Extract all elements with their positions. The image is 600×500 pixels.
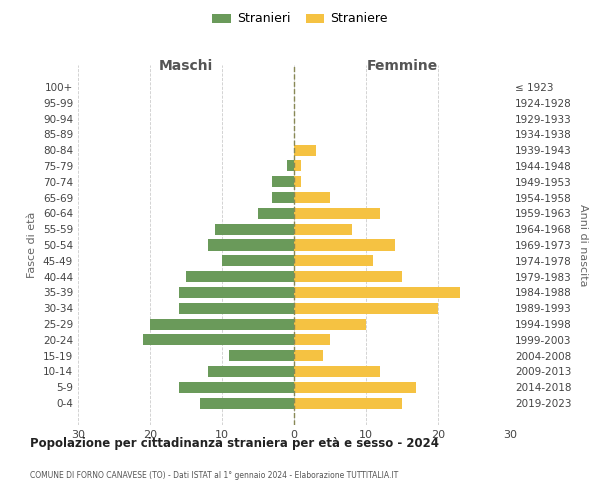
Bar [294,240,395,250]
Bar [179,287,294,298]
Y-axis label: Anni di nascita: Anni di nascita [578,204,588,286]
Bar [208,366,294,377]
Bar [294,366,380,377]
Bar [179,382,294,393]
Bar [294,271,402,282]
Bar [179,302,294,314]
Bar [294,208,380,219]
Bar [208,240,294,250]
Text: Femmine: Femmine [367,58,437,72]
Text: Popolazione per cittadinanza straniera per età e sesso - 2024: Popolazione per cittadinanza straniera p… [30,437,439,450]
Bar [294,224,352,234]
Bar [294,334,330,345]
Bar [200,398,294,408]
Bar [294,398,402,408]
Bar [222,256,294,266]
Bar [186,271,294,282]
Bar [294,382,416,393]
Bar [294,144,316,156]
Bar [294,160,301,172]
Bar [272,192,294,203]
Bar [294,256,373,266]
Bar [287,160,294,172]
Bar [294,302,438,314]
Bar [294,192,330,203]
Bar [150,318,294,330]
Bar [294,176,301,188]
Bar [143,334,294,345]
Bar [258,208,294,219]
Bar [294,350,323,361]
Text: Maschi: Maschi [159,58,213,72]
Legend: Stranieri, Straniere: Stranieri, Straniere [208,8,392,29]
Bar [272,176,294,188]
Text: COMUNE DI FORNO CANAVESE (TO) - Dati ISTAT al 1° gennaio 2024 - Elaborazione TUT: COMUNE DI FORNO CANAVESE (TO) - Dati IST… [30,471,398,480]
Y-axis label: Fasce di età: Fasce di età [28,212,37,278]
Bar [215,224,294,234]
Bar [294,318,366,330]
Bar [229,350,294,361]
Bar [294,287,460,298]
